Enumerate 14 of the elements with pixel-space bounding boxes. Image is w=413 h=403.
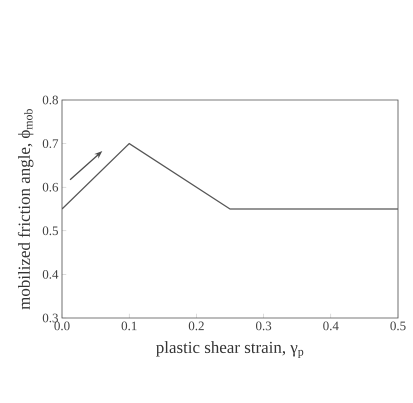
x-tick-label: 0.1	[122, 322, 137, 330]
y-tick-label: 0.7	[42, 139, 58, 148]
y-axis-title: mobilized friction angle, ϕ$_{mob}$	[18, 109, 34, 310]
y-tick-label: 0.4	[42, 270, 58, 279]
x-tick-label: 0.2	[188, 322, 204, 330]
x-tick-label: 0.4	[323, 322, 339, 330]
y-tick-label: 0.3	[42, 314, 58, 322]
y-tick-label: 0.5	[42, 226, 58, 236]
x-axis-title: plastic shear strain, γ$_{p}$	[156, 341, 304, 358]
y-tick-label: 0.8	[42, 96, 58, 104]
x-tick-label: 0.3	[256, 322, 272, 330]
x-tick-label: 0.0	[54, 322, 70, 330]
y-tick-label: 0.6	[42, 182, 58, 192]
x-tick-label: 0.5	[390, 322, 406, 330]
